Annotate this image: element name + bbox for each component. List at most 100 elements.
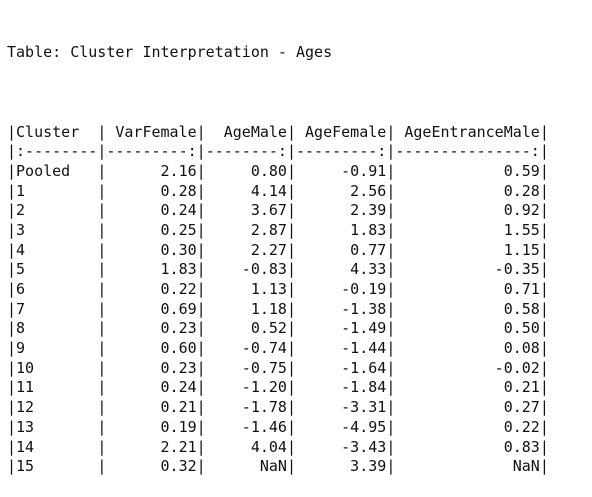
table-cell: 0.80	[205, 161, 287, 180]
table-cell: 2.87	[205, 220, 287, 239]
table-cell: 8	[16, 319, 98, 338]
table-cell: 3	[16, 220, 98, 239]
table-row: |15 | 0.32| NaN| 3.39| NaN|	[7, 457, 549, 476]
table-row: |10 | 0.23| -0.75| -1.64| -0.02|	[7, 358, 549, 377]
table-cell: 14	[16, 437, 98, 456]
table-cell: 13	[16, 417, 98, 436]
table-cell: 1.83	[296, 220, 387, 239]
table-cell: -1.38	[296, 299, 387, 318]
table-row: |5 | 1.83| -0.83| 4.33| -0.35|	[7, 260, 549, 279]
header-cell: Cluster	[16, 122, 98, 141]
header-cell: AgeEntranceMale	[395, 122, 540, 141]
table-cell: 0.21	[395, 378, 540, 397]
table-cell: -1.78	[205, 398, 287, 417]
table-cell: 2.56	[296, 181, 387, 200]
table-cell: 2	[16, 201, 98, 220]
table-cell: 2.27	[205, 240, 287, 259]
table-cell: 12	[16, 398, 98, 417]
table-cell: 0.19	[106, 417, 197, 436]
table-cell: 0.28	[106, 181, 197, 200]
separator-cell: ---------:	[106, 142, 197, 161]
table-row: |14 | 2.21| 4.04| -3.43| 0.83|	[7, 437, 549, 456]
table-cell: 0.22	[395, 417, 540, 436]
table-cell: 0.28	[395, 181, 540, 200]
table-cell: 11	[16, 378, 98, 397]
header-row: |Cluster | VarFemale| AgeMale| AgeFemale…	[7, 122, 549, 141]
table-cell: 2.21	[106, 437, 197, 456]
table-cell: 0.69	[106, 299, 197, 318]
table-cell: -3.43	[296, 437, 387, 456]
table-cell: -1.44	[296, 339, 387, 358]
table-cell: 15	[16, 457, 98, 476]
table-cell: 7	[16, 299, 98, 318]
table-row: |9 | 0.60| -0.74| -1.44| 0.08|	[7, 339, 549, 358]
separator-row: |:--------|---------:|--------:|--------…	[7, 142, 549, 161]
table-cell: 0.21	[106, 398, 197, 417]
table-row: |2 | 0.24| 3.67| 2.39| 0.92|	[7, 201, 549, 220]
table-cell: 0.50	[395, 319, 540, 338]
table-cell: 1.55	[395, 220, 540, 239]
table-cell: -1.49	[296, 319, 387, 338]
table-cell: 5	[16, 260, 98, 279]
table-cell: 3.39	[296, 457, 387, 476]
table-cell: -0.75	[205, 358, 287, 377]
table-cell: 10	[16, 358, 98, 377]
table-cell: 0.59	[395, 161, 540, 180]
table-cell: 0.83	[395, 437, 540, 456]
table-cell: -1.64	[296, 358, 387, 377]
table-cell: 0.25	[106, 220, 197, 239]
table-cell: NaN	[395, 457, 540, 476]
table-cell: 2.16	[106, 161, 197, 180]
table-cell: -0.74	[205, 339, 287, 358]
table-row: |3 | 0.25| 2.87| 1.83| 1.55|	[7, 220, 549, 239]
table-cell: 0.27	[395, 398, 540, 417]
table-cell: -0.35	[395, 260, 540, 279]
table-row: |1 | 0.28| 4.14| 2.56| 0.28|	[7, 181, 549, 200]
table-title: Table: Cluster Interpretation - Ages	[7, 43, 333, 62]
table-cell: 0.92	[395, 201, 540, 220]
table-row: |13 | 0.19| -1.46| -4.95| 0.22|	[7, 417, 549, 436]
table-cell: Pooled	[16, 161, 98, 180]
table-cell: -0.02	[395, 358, 540, 377]
table-cell: 0.24	[106, 378, 197, 397]
table-cell: 0.52	[205, 319, 287, 338]
separator-cell: :--------	[16, 142, 98, 161]
table-cell: 4.33	[296, 260, 387, 279]
table-cell: 0.60	[106, 339, 197, 358]
table-cell: 9	[16, 339, 98, 358]
table-cell: 2.39	[296, 201, 387, 220]
table-cell: 1.18	[205, 299, 287, 318]
table-cell: 0.71	[395, 280, 540, 298]
table-cell: 0.22	[106, 280, 197, 298]
table-cell: 4.04	[205, 437, 287, 456]
table-cell: 3.67	[205, 201, 287, 220]
table-cell: -4.95	[296, 417, 387, 436]
table-cell: 0.23	[106, 358, 197, 377]
table-cell: 0.08	[395, 339, 540, 358]
table-cell: 0.32	[106, 457, 197, 476]
table-cell: 0.24	[106, 201, 197, 220]
table-row: |8 | 0.23| 0.52| -1.49| 0.50|	[7, 319, 549, 338]
markdown-table: |Cluster | VarFemale| AgeMale| AgeFemale…	[7, 123, 549, 477]
header-cell: VarFemale	[106, 122, 197, 141]
table-cell: -1.84	[296, 378, 387, 397]
table-cell: 1.83	[106, 260, 197, 279]
table-row: |11 | 0.24| -1.20| -1.84| 0.21|	[7, 378, 549, 397]
table-cell: 0.77	[296, 240, 387, 259]
table-cell: -0.83	[205, 260, 287, 279]
table-cell: 6	[16, 280, 98, 298]
header-cell: AgeMale	[205, 122, 287, 141]
table-row: |Pooled | 2.16| 0.80| -0.91| 0.59|	[7, 161, 549, 180]
table-cell: 1.13	[205, 280, 287, 298]
table-cell: -1.20	[205, 378, 287, 397]
table-cell: 0.58	[395, 299, 540, 318]
table-row: |12 | 0.21| -1.78| -3.31| 0.27|	[7, 398, 549, 417]
table-cell: -1.46	[205, 417, 287, 436]
table-cell: 4	[16, 240, 98, 259]
separator-cell: ---------------:	[395, 142, 540, 161]
table-row: |7 | 0.69| 1.18| -1.38| 0.58|	[7, 299, 549, 318]
table-cell: 0.23	[106, 319, 197, 338]
table-row: |4 | 0.30| 2.27| 0.77| 1.15|	[7, 240, 549, 259]
separator-cell: ---------:	[296, 142, 387, 161]
table-cell: -0.91	[296, 161, 387, 180]
